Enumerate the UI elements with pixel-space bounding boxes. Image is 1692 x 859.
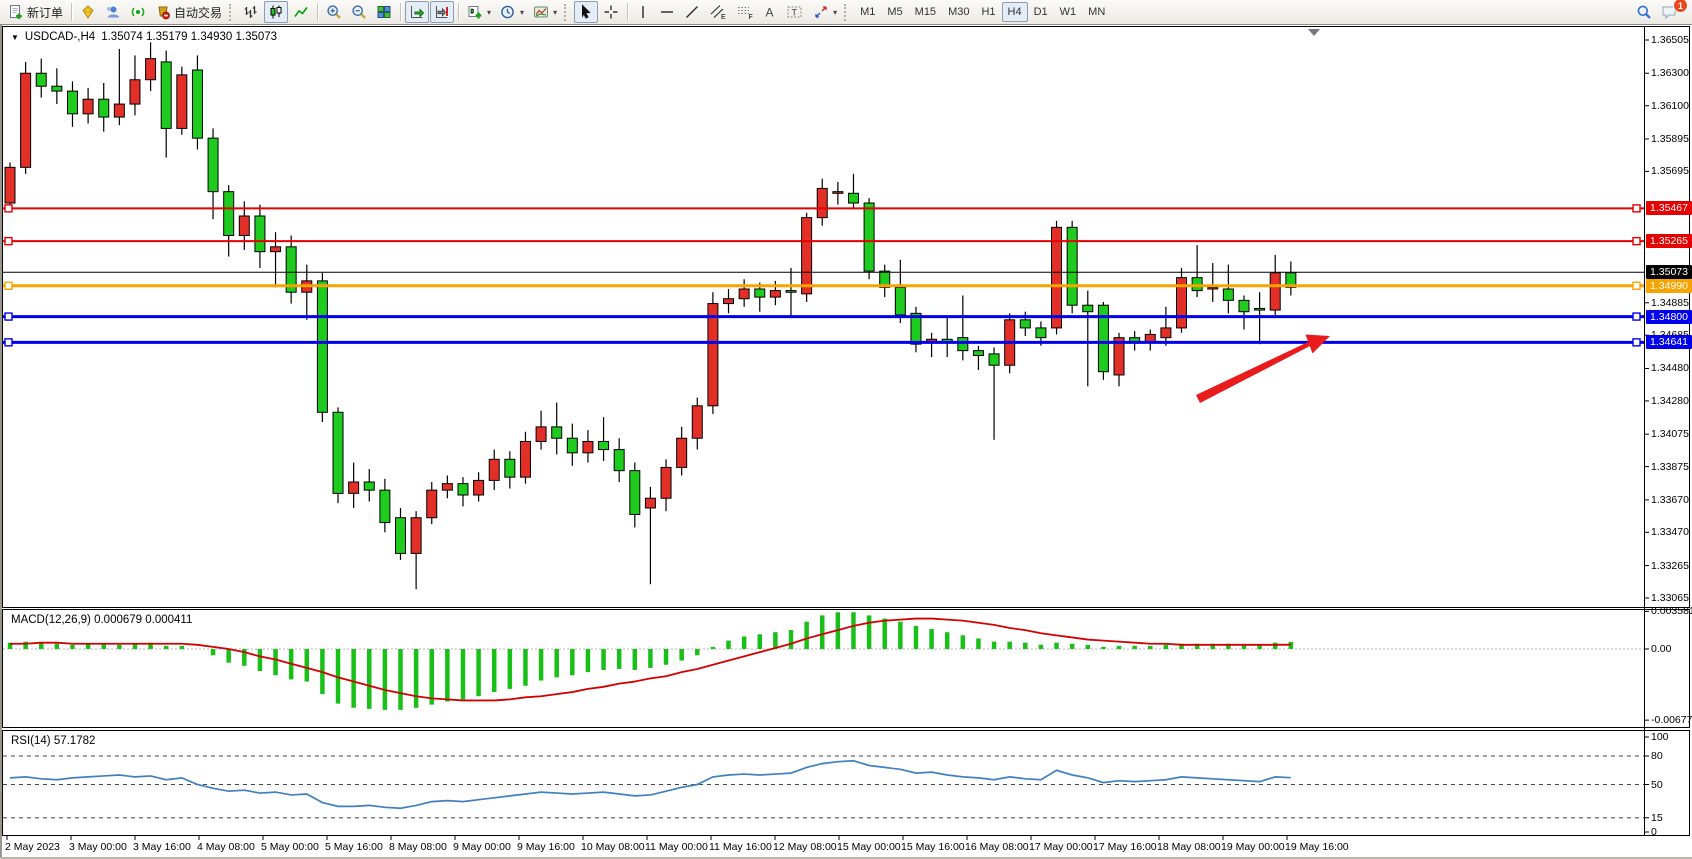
period-clock-button[interactable]: ▾ <box>496 1 528 23</box>
chevron-down-icon: ▾ <box>487 7 492 17</box>
bar-chart-icon <box>244 6 257 18</box>
timeframe-m30[interactable]: M30 <box>948 6 970 18</box>
search-button[interactable] <box>1632 1 1656 23</box>
zoom-in-icon <box>327 5 341 19</box>
cursor-icon <box>582 4 591 19</box>
vertical-line-icon <box>642 6 644 18</box>
indicators-button[interactable]: ▾ <box>529 1 561 23</box>
arrows-icon <box>815 6 827 18</box>
indicators-icon <box>534 6 549 18</box>
window-bottom-border <box>0 857 1692 859</box>
timeframe-mn[interactable]: MN <box>1088 6 1106 18</box>
search-icon <box>1637 5 1651 19</box>
chevron-down-icon: ▾ <box>520 7 525 17</box>
svg-text:A: A <box>766 6 774 20</box>
chart-title: ▼ USDCAD-,H4 1.35074 1.35179 1.34930 1.3… <box>11 31 277 43</box>
svg-text:F: F <box>749 14 753 20</box>
new-order-button[interactable]: 新订单 <box>4 1 67 23</box>
chart-shift-button[interactable] <box>430 1 455 23</box>
crosshair-icon <box>604 5 618 19</box>
channel-button[interactable]: E <box>705 1 731 23</box>
signals-icon <box>131 7 145 17</box>
zoom-out-icon <box>352 5 366 19</box>
chart-menu-icon[interactable]: ▼ <box>11 32 19 42</box>
signals-button[interactable] <box>126 1 150 23</box>
svg-text:T: T <box>792 8 798 18</box>
toolbar-grip <box>564 3 569 21</box>
timeframe-w1[interactable]: W1 <box>1059 6 1077 18</box>
new-order-icon <box>10 5 22 19</box>
separator <box>458 3 460 21</box>
chart-shift-icon <box>436 6 449 18</box>
timeframe-m5[interactable]: M5 <box>887 6 903 18</box>
candle-chart-button[interactable] <box>264 1 289 23</box>
ohlc-readout: 1.35074 1.35179 1.34930 1.35073 <box>101 31 278 43</box>
new-chart-icon <box>468 6 482 19</box>
auto-scroll-button[interactable] <box>405 1 430 23</box>
toolbar-grip <box>844 3 849 21</box>
community-icon <box>107 6 120 18</box>
text-icon: A <box>766 6 774 20</box>
zoom-in-button[interactable] <box>322 1 346 23</box>
timeframe-h1[interactable]: H1 <box>981 6 996 18</box>
fibonacci-icon: F <box>738 7 753 20</box>
text-label-button[interactable]: T <box>782 1 808 23</box>
trendline-icon <box>686 5 699 19</box>
svg-text:E: E <box>721 14 726 20</box>
separator <box>317 3 319 21</box>
auto-trading-icon <box>158 6 170 20</box>
notification-badge: 1 <box>1673 0 1688 13</box>
symbol-period-label: USDCAD-,H4 <box>24 31 96 43</box>
zoom-out-button[interactable] <box>347 1 371 23</box>
auto-trading-button[interactable]: 自动交易 <box>151 1 226 23</box>
timeframe-m1[interactable]: M1 <box>860 6 876 18</box>
window-left-border <box>0 25 2 859</box>
timeframe-group: M1 M5 M15 M30 H1 H4 D1 W1 MN <box>854 2 1111 22</box>
chevron-down-icon: ▾ <box>553 7 558 17</box>
rsi-label: RSI(14) 57.1782 <box>11 735 96 747</box>
new-chart-button[interactable]: ▾ <box>463 1 495 23</box>
crosshair-button[interactable] <box>599 1 623 23</box>
separator <box>627 3 629 21</box>
timeframe-d1[interactable]: D1 <box>1033 6 1048 18</box>
timeframe-h4[interactable]: H4 <box>1001 2 1028 22</box>
arrows-tool-button[interactable]: ▾ <box>809 1 841 23</box>
bar-chart-button[interactable] <box>239 1 263 23</box>
macd-label: MACD(12,26,9) 0.000679 0.000411 <box>11 614 193 626</box>
cursor-button[interactable] <box>574 1 599 23</box>
chevron-down-icon: ▾ <box>833 7 838 17</box>
trendline-button[interactable] <box>680 1 704 23</box>
vertical-line-button[interactable] <box>632 1 654 23</box>
fibonacci-button[interactable]: F <box>732 1 758 23</box>
toolbar-grip <box>229 3 234 21</box>
market-icon <box>82 5 94 19</box>
period-clock-icon <box>501 5 514 19</box>
auto-scroll-icon <box>411 6 425 18</box>
new-order-label: 新订单 <box>27 5 64 20</box>
notifications-button[interactable]: 1 <box>1657 0 1688 23</box>
tile-windows-button[interactable] <box>372 1 396 23</box>
line-chart-icon <box>294 7 308 17</box>
timeframe-m15[interactable]: M15 <box>914 6 937 18</box>
line-chart-button[interactable] <box>289 1 313 23</box>
channel-icon: E <box>710 5 726 20</box>
horizontal-line-icon <box>661 11 674 13</box>
separator <box>71 3 73 21</box>
horizontal-line-button[interactable] <box>655 1 679 23</box>
toolbar: 新订单 自动交易 <box>0 0 1692 25</box>
time-axis[interactable] <box>2 836 1690 857</box>
main-chart-panel[interactable]: ▼ USDCAD-,H4 1.35074 1.35179 1.34930 1.3… <box>2 26 1690 608</box>
macd-panel[interactable]: MACD(12,26,9) 0.000679 0.000411 <box>2 609 1690 728</box>
text-button[interactable]: A <box>759 1 781 23</box>
text-label-icon: T <box>787 6 802 18</box>
tile-windows-icon <box>377 6 391 18</box>
rsi-panel[interactable]: RSI(14) 57.1782 <box>2 730 1690 836</box>
auto-trading-label: 自动交易 <box>174 5 223 20</box>
candle-chart-icon <box>270 5 282 19</box>
market-button[interactable] <box>76 1 100 23</box>
community-button[interactable] <box>101 1 125 23</box>
separator <box>400 3 402 21</box>
